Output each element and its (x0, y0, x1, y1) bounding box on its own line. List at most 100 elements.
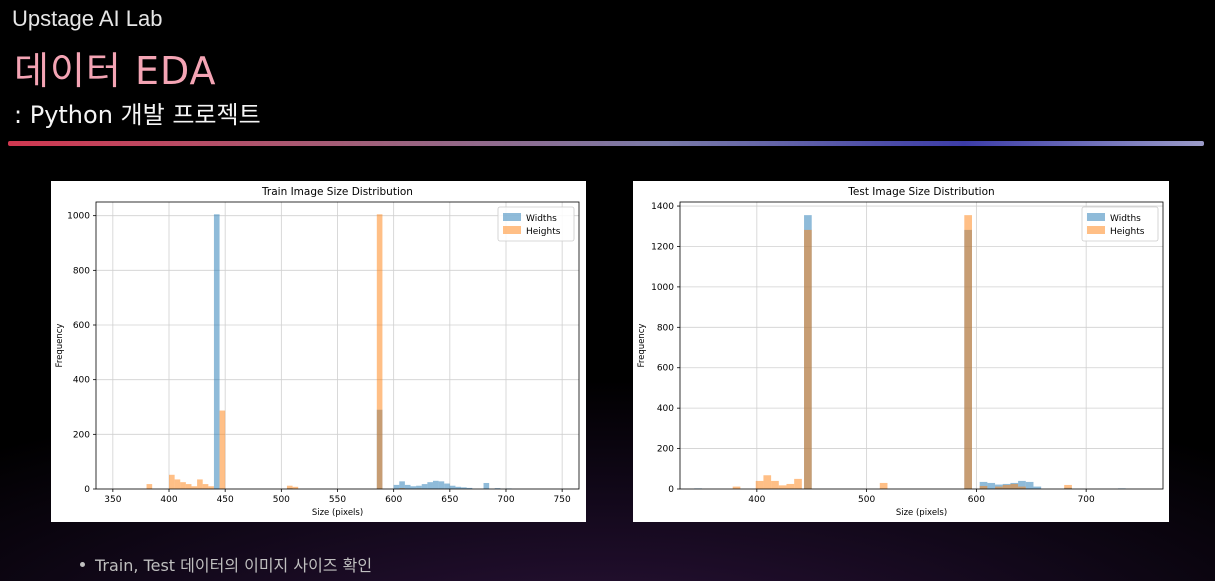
y-tick-label: 1200 (651, 242, 674, 252)
widths-bar (404, 484, 411, 489)
y-tick-label: 400 (73, 376, 90, 386)
chart-title: Test Image Size Distribution (847, 186, 994, 198)
legend-label: Widths (1110, 214, 1141, 224)
gradient-divider (8, 141, 1204, 146)
widths-bar (1018, 480, 1026, 489)
page-title: 데이터 EDA (14, 49, 217, 93)
widths-bar (979, 481, 988, 489)
heights-bar (292, 486, 299, 489)
heights-bar (1010, 483, 1019, 489)
bullet-item: Train, Test 데이터의 이미지 사이즈 확인 (80, 552, 372, 576)
heights-bar (771, 480, 779, 489)
y-tick-label: 1000 (67, 212, 90, 222)
heights-bar (219, 410, 226, 489)
x-tick-label: 500 (273, 495, 290, 505)
widths-bar (1033, 486, 1042, 489)
y-tick-label: 200 (657, 445, 674, 455)
widths-bar (461, 487, 467, 489)
heights-bar (879, 482, 888, 489)
heights-bar (1002, 484, 1011, 489)
y-tick-label: 0 (668, 485, 674, 495)
legend-label: Heights (526, 227, 561, 237)
heights-bar (191, 486, 198, 489)
bullet-text: Train, Test 데이터의 이미지 사이즈 확인 (95, 556, 373, 575)
widths-bar (987, 482, 996, 489)
test-size-chart-svg: Test Image Size Distribution 400 500 600 700… (637, 186, 1164, 518)
widths-bar (455, 486, 462, 489)
y-tick-label: 0 (84, 485, 90, 495)
widths-bar (444, 483, 450, 489)
legend-label: Widths (526, 214, 557, 224)
heights-bar (732, 486, 741, 489)
legend-swatch (1087, 213, 1105, 221)
test-size-chart: Test Image Size Distribution 400 500 600 700… (633, 181, 1169, 522)
plot-frame (679, 201, 1164, 490)
heights-bar (1018, 486, 1026, 489)
heights-bar (376, 214, 383, 490)
chart-title: Train Image Size Distribution (261, 186, 413, 198)
x-tick-label: 700 (497, 495, 514, 505)
x-tick-label: 650 (441, 495, 458, 505)
x-axis-label: Size (pixels) (312, 508, 363, 518)
y-axis-label: Frequency (637, 324, 647, 368)
x-tick-label: 550 (329, 495, 346, 505)
y-tick-label: 800 (73, 266, 90, 276)
y-tick-label: 600 (73, 321, 90, 331)
widths-bar (1025, 481, 1034, 489)
heights-bar (964, 215, 972, 489)
widths-bar (410, 486, 417, 489)
x-tick-label: 450 (217, 495, 234, 505)
heights-bar (778, 485, 787, 489)
widths-bar (393, 484, 400, 489)
heights-bar (979, 485, 988, 489)
legend-swatch (503, 226, 521, 234)
heights-bar (763, 475, 772, 489)
y-tick-label: 400 (657, 404, 674, 414)
y-tick-label: 200 (73, 430, 90, 440)
widths-bar (494, 488, 501, 489)
legend-label: Heights (1110, 227, 1145, 237)
x-tick-label: 400 (748, 495, 765, 505)
widths-bar (449, 485, 456, 489)
x-tick-label: 500 (858, 495, 875, 505)
x-axis-label: Size (pixels) (896, 508, 947, 518)
widths-bar (213, 214, 220, 490)
y-tick-label: 1000 (651, 283, 674, 293)
y-axis-label: Frequency (55, 324, 65, 368)
x-tick-label: 600 (385, 495, 402, 505)
legend-swatch (1087, 226, 1105, 234)
y-tick-label: 800 (657, 323, 674, 333)
heights-bar (995, 486, 1003, 489)
x-tick-label: 700 (1078, 495, 1095, 505)
heights-bar (399, 488, 405, 489)
heights-bar (786, 483, 795, 489)
widths-bar (421, 484, 428, 489)
heights-bar (755, 480, 764, 489)
heights-bar (286, 485, 293, 489)
heights-bar (208, 486, 214, 489)
train-size-chart-svg: Train Image Size Distribution 350 400 450 50… (55, 186, 580, 518)
widths-bar (483, 482, 490, 489)
heights-bar (197, 479, 203, 489)
page-subtitle: : Python 개발 프로젝트 (14, 101, 261, 129)
x-tick-label: 400 (160, 495, 177, 505)
heights-bar (169, 474, 175, 489)
brand-label: Upstage AI Lab (12, 6, 163, 31)
x-tick-label: 350 (104, 495, 121, 505)
bullet-dot-icon (80, 562, 85, 567)
y-tick-label: 1400 (651, 202, 674, 212)
widths-bar (466, 487, 473, 489)
heights-bar (146, 484, 153, 489)
heights-bar (794, 478, 802, 489)
y-tick-label: 600 (657, 364, 674, 374)
heights-bar (804, 229, 812, 489)
widths-bar (438, 481, 445, 489)
widths-bar (432, 480, 439, 489)
heights-bar (202, 484, 209, 489)
widths-bar (399, 481, 405, 489)
heights-bar (180, 482, 186, 489)
widths-bar (427, 482, 433, 489)
x-tick-label: 750 (554, 495, 571, 505)
widths-bar (416, 485, 422, 489)
heights-bar (174, 479, 181, 489)
